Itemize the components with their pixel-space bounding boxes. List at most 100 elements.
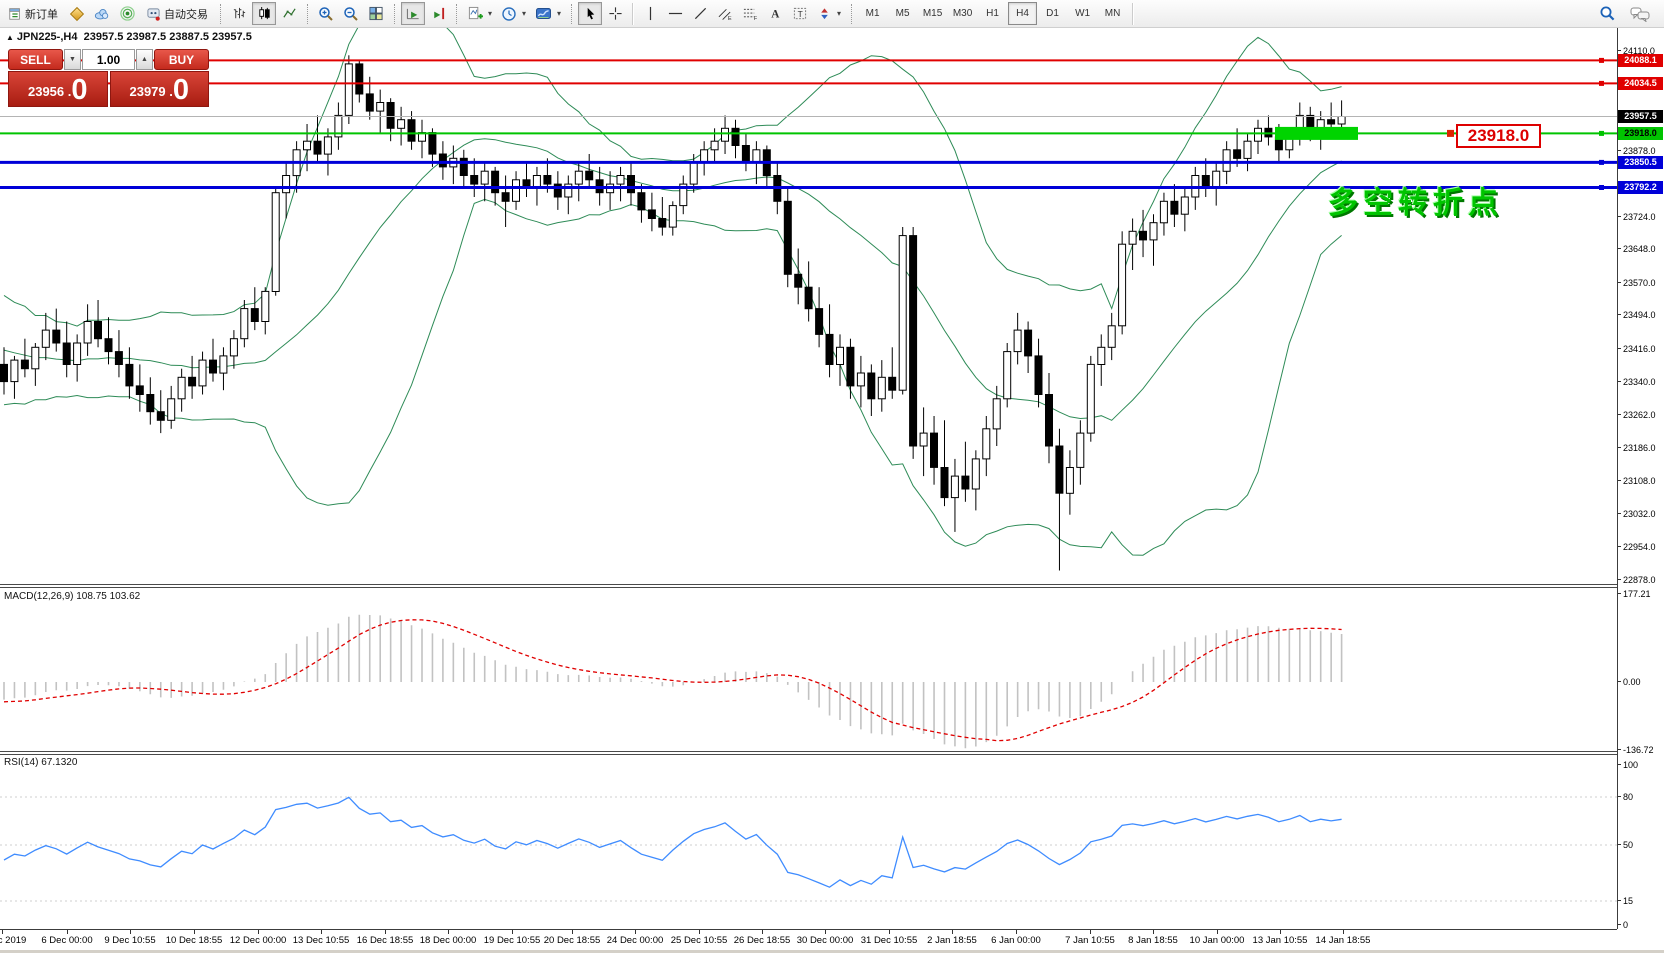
channel-button[interactable]: E [713, 2, 737, 25]
tile-windows-button[interactable] [364, 2, 388, 25]
zoom-in-button[interactable] [314, 2, 338, 25]
price-tick-label: 23032.0 [1618, 508, 1656, 519]
bull-candle [919, 432, 928, 447]
bear-candle [783, 200, 792, 275]
bear-candle [313, 140, 322, 155]
text-button[interactable]: A [763, 2, 787, 25]
time-axis[interactable]: 4 Dec 2019 6 Dec 00:00 9 Dec 10:55 10 Dec 1… [0, 929, 1617, 950]
macd-tick-label: -136.72 [1618, 745, 1654, 756]
bear-candle [585, 170, 594, 181]
chart-title: ▲ JPN225-,H4 23957.5 23987.5 23887.5 2395… [6, 31, 252, 43]
timeframe-h1[interactable]: H1 [978, 2, 1007, 25]
bull-candle [752, 149, 761, 164]
market-watch-button[interactable] [65, 2, 89, 25]
bull-candle [1212, 170, 1221, 189]
one-click-trading-panel: SELL ▼ 1.00 ▲ BUY 23956 .0 23979 .0 [8, 49, 209, 107]
bull-candle [480, 170, 489, 185]
bear-candle [627, 175, 635, 194]
auto-trading-button[interactable]: 自动交易 [140, 2, 214, 25]
tile-windows-icon [369, 6, 383, 21]
timeframe-m30[interactable]: M30 [948, 2, 977, 25]
chart-shift-button[interactable] [426, 2, 450, 25]
auto-scroll-button[interactable] [401, 2, 425, 25]
macd-indicator-pane[interactable] [0, 588, 1617, 751]
volume-decrease-button[interactable]: ▼ [64, 49, 81, 70]
bear-candle [209, 359, 217, 374]
pivot-price-label[interactable]: 23918.0 [1456, 124, 1541, 148]
sell-button[interactable]: SELL [8, 49, 63, 70]
chat-button[interactable] [1626, 2, 1654, 25]
bear-candle [1233, 149, 1242, 159]
data-window-icon [94, 8, 109, 19]
candlestick-chart-button[interactable] [252, 2, 276, 25]
arrows-button[interactable]: ▾ [813, 2, 845, 25]
bull-candle [303, 140, 311, 151]
horizontal-line-button[interactable] [663, 2, 687, 25]
fibonacci-button[interactable]: F [738, 2, 762, 25]
bear-candle [846, 346, 855, 387]
toolbar-grip [307, 3, 308, 24]
templates-button[interactable]: ▾ [531, 2, 565, 25]
bull-candle [31, 346, 40, 370]
indicators-button[interactable]: ▾ [463, 2, 496, 25]
time-tick-mark [825, 930, 826, 934]
trendline-button[interactable] [688, 2, 712, 25]
timeframe-m5[interactable]: M5 [888, 2, 917, 25]
bear-candle [741, 145, 750, 164]
crosshair-button[interactable] [603, 2, 627, 25]
data-window-button[interactable] [90, 2, 114, 25]
pivot-annotation-text[interactable]: 多空转折点 [1328, 187, 1503, 220]
time-tick-label: 10 Dec 18:55 [165, 935, 223, 946]
bear-candle [125, 363, 134, 387]
time-tick-label: 8 Jan 18:55 [1128, 935, 1178, 946]
timeframe-m1[interactable]: M1 [858, 2, 887, 25]
search-button[interactable] [1595, 2, 1620, 25]
buy-price-display[interactable]: 23979 .0 [109, 71, 209, 107]
time-tick-label: 13 Dec 10:55 [292, 935, 350, 946]
volume-input[interactable]: 1.00 [82, 49, 135, 70]
timeframe-w1[interactable]: W1 [1068, 2, 1097, 25]
new-order-button[interactable]: 新订单 [2, 2, 64, 25]
price-axis[interactable]: 24110.0 23878.0 23724.0 23648.0 23570.0 23494… [1617, 28, 1664, 930]
rsi-indicator-pane[interactable] [0, 755, 1617, 929]
rsi-label: RSI(14) 67.1320 [4, 757, 78, 768]
time-tick-mark [762, 930, 763, 934]
bull-candle [982, 428, 991, 460]
pane-separator[interactable] [0, 584, 1617, 588]
bull-candle [83, 321, 92, 344]
text-label-button[interactable]: T [788, 2, 812, 25]
timeframe-h4[interactable]: H4 [1008, 2, 1038, 25]
bull-candle [1128, 230, 1137, 245]
bull-candle [271, 192, 280, 292]
timeframe-d1[interactable]: D1 [1038, 2, 1067, 25]
timeframe-mn[interactable]: MN [1098, 2, 1127, 25]
one-click-collapse-arrow[interactable]: ▲ [6, 33, 14, 42]
sell-price-main: 23956 . [27, 84, 72, 99]
pane-separator[interactable] [0, 751, 1617, 755]
time-tick-label: 30 Dec 00:00 [796, 935, 854, 946]
new-order-label: 新订单 [25, 8, 58, 21]
price-tick-label: 23340.0 [1618, 376, 1656, 387]
bear-candle [815, 308, 824, 335]
time-tick-label: 10 Jan 00:00 [1189, 935, 1245, 946]
line-chart-button[interactable] [277, 2, 301, 25]
vertical-line-button[interactable] [638, 2, 662, 25]
auto-scroll-icon [406, 8, 419, 20]
toolbar-grip [571, 3, 573, 24]
bear-candle [1327, 119, 1336, 125]
timeframe-m15[interactable]: M15 [918, 2, 947, 25]
time-tick-mark [321, 930, 322, 934]
rsi-tick-label: 100 [1617, 760, 1639, 770]
zoom-out-button[interactable] [339, 2, 363, 25]
bar-chart-button[interactable] [227, 2, 251, 25]
cursor-button[interactable] [578, 2, 603, 25]
bear-candle [553, 183, 562, 198]
bear-candle [355, 63, 364, 95]
buy-button[interactable]: BUY [154, 49, 209, 70]
volume-increase-button[interactable]: ▲ [136, 49, 153, 70]
signals-button[interactable] [115, 2, 139, 25]
main-price-chart[interactable] [0, 28, 1617, 584]
sell-price-display[interactable]: 23956 .0 [8, 71, 108, 107]
periods-button[interactable]: ▾ [497, 2, 530, 25]
periods-icon [502, 6, 516, 21]
